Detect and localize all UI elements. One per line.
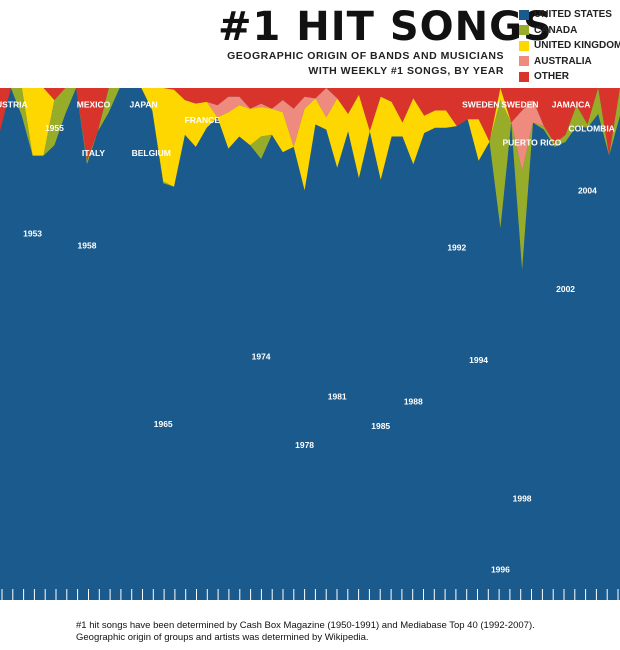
legend-swatch: [519, 40, 529, 51]
legend-label: CANADA: [534, 24, 578, 36]
country-label: COLOMBIA: [569, 124, 615, 134]
legend-label: AUSTRALIA: [534, 55, 592, 67]
year-label: 1958: [78, 241, 97, 251]
chart-subtitle-line-1: GEOGRAPHIC ORIGIN OF BANDS AND MUSICIANS: [227, 50, 504, 62]
legend-item: AUSTRALIA: [519, 54, 620, 70]
chart-subtitle-line-2: WITH WEEKLY #1 SONGS, BY YEAR: [308, 65, 504, 77]
country-label: JAPAN: [130, 99, 158, 109]
year-label: 1955: [45, 123, 64, 133]
legend: UNITED STATES CANADA UNITED KINGDOM AUSTRAL…: [519, 7, 620, 85]
footnote: #1 hit songs have been determined by Cas…: [76, 620, 535, 643]
chart-title: #1 HIT SONGS: [218, 4, 553, 50]
country-label: PUERTO RICO: [502, 138, 561, 148]
legend-swatch: [519, 9, 529, 20]
country-label: JAMAICA: [552, 99, 591, 109]
year-label: 1988: [404, 397, 423, 407]
year-label: 1981: [328, 391, 347, 401]
country-label: FRANCE: [185, 115, 221, 125]
year-label: 1974: [252, 352, 271, 362]
legend-item: CANADA: [519, 23, 620, 39]
country-label: BELGIUM: [132, 148, 171, 158]
year-label: 1953: [23, 229, 42, 239]
series-area-other: [0, 88, 620, 161]
legend-label: UNITED KINGDOM: [534, 40, 620, 52]
year-label: 2004: [578, 185, 597, 195]
year-label: 1965: [154, 419, 173, 429]
country-label: MEXICO: [77, 99, 111, 109]
footnote-line-1: #1 hit songs have been determined by Cas…: [76, 620, 535, 631]
country-label: SWEDEN: [501, 99, 538, 109]
year-label: 1994: [469, 355, 488, 365]
year-label: 1992: [447, 242, 466, 252]
year-label: 1985: [371, 421, 390, 431]
country-label: SWEDEN: [462, 99, 499, 109]
legend-item: UNITED KINGDOM: [519, 38, 620, 54]
year-label: 1978: [295, 440, 314, 450]
legend-item: OTHER: [519, 69, 620, 85]
legend-swatch: [519, 56, 529, 67]
country-label: ITALY: [82, 148, 105, 158]
legend-swatch: [519, 25, 529, 36]
legend-label: OTHER: [534, 71, 569, 83]
series-area-canada: [0, 88, 620, 270]
legend-swatch: [519, 71, 529, 82]
country-label: AUSTRIA: [0, 99, 28, 109]
series-area-united-kingdom: [0, 88, 620, 191]
legend-item: UNITED STATES: [519, 7, 620, 23]
year-label: 1998: [513, 494, 532, 504]
year-label: 1996: [491, 565, 510, 575]
footnote-line-2: Geographic origin of groups and artists …: [76, 631, 369, 643]
year-label: 2002: [556, 284, 575, 294]
legend-label: UNITED STATES: [534, 9, 612, 21]
